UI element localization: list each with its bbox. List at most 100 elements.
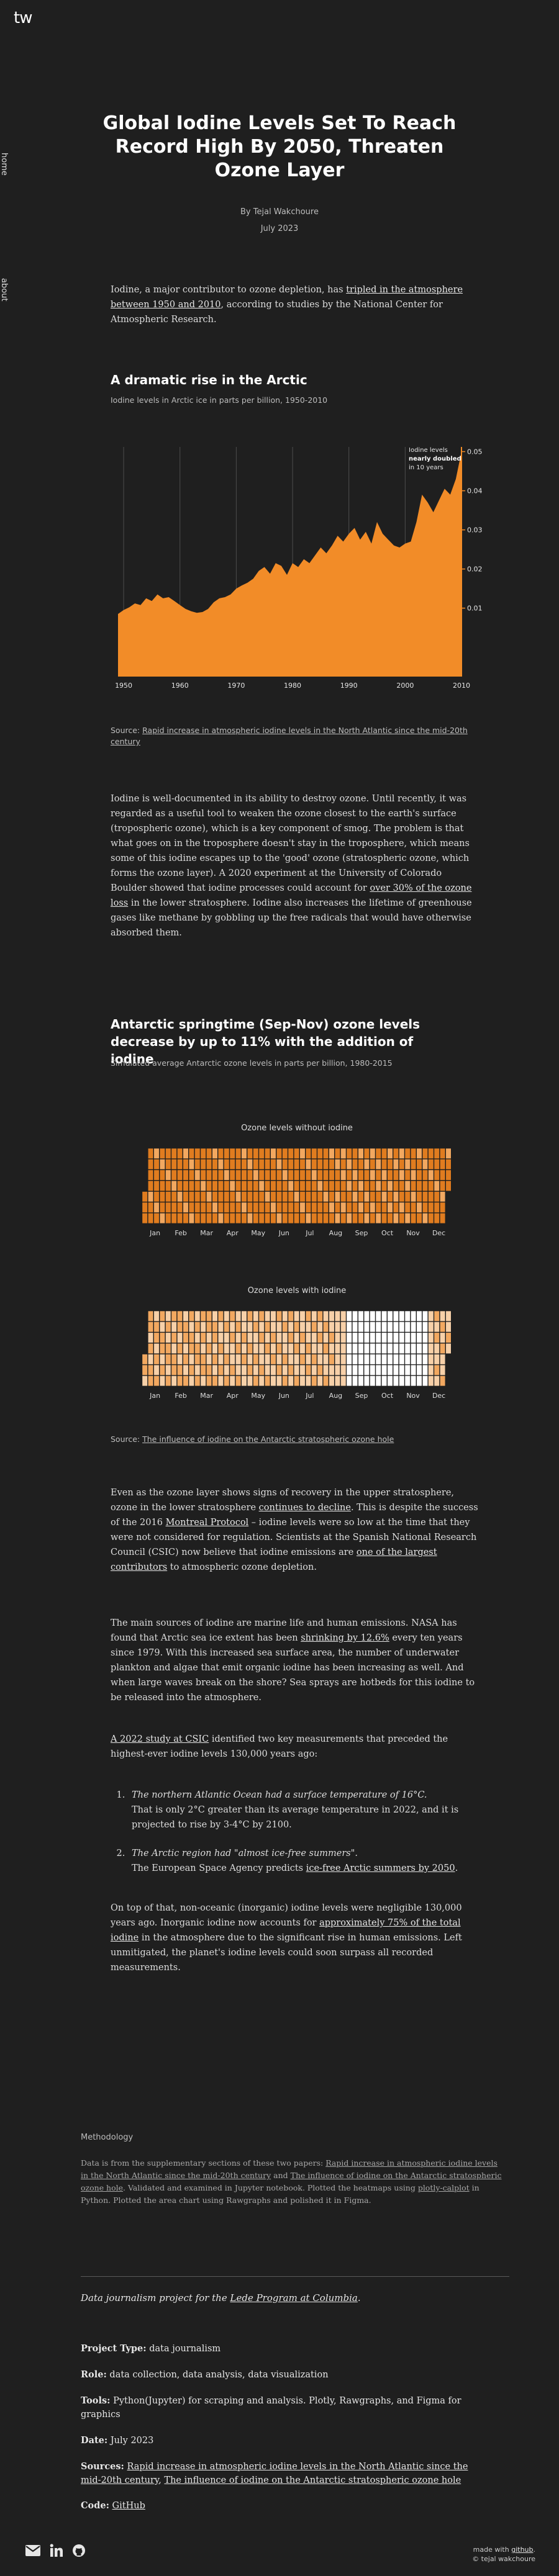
montreal-protocol-link[interactable]: Montreal Protocol (165, 1518, 249, 1528)
heatmap-cell (171, 1343, 177, 1354)
heatmap-cell (358, 1376, 364, 1387)
heatmap-cell (439, 1213, 446, 1224)
nav-home-link[interactable]: home (0, 153, 9, 176)
decline-link[interactable]: continues to decline (258, 1503, 351, 1513)
heatmap-cell (387, 1148, 393, 1159)
heatmap-cell (334, 1169, 341, 1181)
heatmap-cell (147, 1191, 154, 1202)
footer-social-icons (25, 2544, 86, 2557)
largest-contributors-link[interactable]: one of the largest contributors (111, 1547, 437, 1572)
heatmap-cell (329, 1180, 335, 1192)
nav-about-link[interactable]: about (0, 278, 9, 302)
heatmap-cell (370, 1213, 376, 1224)
inorganic-iodine-link[interactable]: approximately 75% of the total iodine (111, 1918, 461, 1943)
heatmap-cell (258, 1148, 265, 1159)
heatmap-cell (235, 1311, 242, 1322)
heatmap-cell (305, 1148, 312, 1159)
sea-ice-link[interactable]: shrinking by 12.6% (301, 1633, 389, 1643)
heatmap-cell (270, 1191, 276, 1202)
lede-program-link[interactable]: Lede Program at Columbia (230, 2292, 358, 2304)
heatmap-cell (194, 1159, 201, 1170)
chart-annotation-line2: nearly doubled (409, 456, 461, 462)
heatmap-cell (188, 1343, 194, 1354)
x-tick-label: 1980 (284, 682, 301, 690)
heatmap-cell (317, 1322, 323, 1333)
heatmap-cell (334, 1322, 341, 1333)
mail-icon[interactable] (25, 2544, 41, 2557)
author-byline: By Tejal Wakchoure (240, 207, 319, 217)
heatmap-cell (217, 1169, 224, 1181)
heatmap-cell (375, 1191, 381, 1202)
heatmap-cell (428, 1354, 434, 1365)
heatmap-cell (393, 1376, 399, 1387)
heatmap-cell (387, 1169, 393, 1181)
heatmap-cell (340, 1191, 347, 1202)
heatmap-cell (305, 1354, 312, 1365)
heatmap-cell (265, 1213, 271, 1224)
ozone-loss-link[interactable]: over 30% of the ozone loss (111, 883, 472, 908)
intro-link[interactable]: tripled in the atmosphere between 1950 a… (111, 285, 463, 310)
github-code-link[interactable]: GitHub (112, 2501, 145, 2511)
heatmap-cell (229, 1354, 235, 1365)
heatmap-cell (194, 1169, 201, 1181)
heatmap-cell (399, 1159, 405, 1170)
heatmap-cell (147, 1343, 154, 1354)
heatmap-cell (404, 1202, 411, 1213)
method-source1-link[interactable]: Rapid increase in atmospheric iodine lev… (81, 2158, 498, 2180)
heatmap-cell (265, 1332, 271, 1343)
plotly-calplot-link[interactable]: plotly-calplot (417, 2183, 470, 2192)
heatmap-cell (229, 1213, 235, 1224)
heatmap-cell (381, 1322, 388, 1333)
heatmap-cell (322, 1311, 329, 1322)
heatmap-cell (183, 1180, 189, 1192)
heatmap-cell (165, 1191, 171, 1202)
github-icon[interactable] (72, 2544, 86, 2557)
heatmap-cell (428, 1159, 434, 1170)
heatmap-cell (340, 1376, 347, 1387)
heatmap-cell (212, 1376, 218, 1387)
heatmap-cell (165, 1159, 171, 1170)
heatmap-cell (241, 1169, 247, 1181)
heatmap-cell (399, 1191, 405, 1202)
heatmap-cell (288, 1343, 294, 1354)
heatmap-cell (212, 1332, 218, 1343)
heatmap-cell (153, 1180, 160, 1192)
heatmap-cell (217, 1213, 224, 1224)
site-logo[interactable]: tw (14, 9, 32, 27)
heatmap-cell (334, 1311, 341, 1322)
linkedin-icon[interactable] (50, 2544, 63, 2557)
month-label: Oct (381, 1229, 394, 1237)
csic-study-link[interactable]: A 2022 study at CSIC (111, 1734, 209, 1744)
heatmap-cell (241, 1213, 247, 1224)
heatmap-cell (153, 1376, 160, 1387)
section2-source-link[interactable]: The influence of iodine on the Antarctic… (142, 1434, 394, 1444)
heatmap-cell (165, 1202, 171, 1213)
heatmap-cell (305, 1159, 312, 1170)
heatmap-cell (276, 1364, 283, 1376)
footer-github-link[interactable]: github (511, 2546, 534, 2554)
heatmap-cell (247, 1364, 253, 1376)
heatmap-cell (241, 1376, 247, 1387)
heatmap-cell (404, 1191, 411, 1202)
heatmap-cell (217, 1148, 224, 1159)
ice-free-summers-link[interactable]: ice-free Arctic summers by 2050 (306, 1863, 455, 1873)
heatmap-cell (206, 1169, 212, 1181)
project-source2-link[interactable]: The influence of iodine on the Antarctic… (164, 2475, 461, 2485)
heatmap-cell (358, 1322, 364, 1333)
heatmap-cell (153, 1322, 160, 1333)
heatmap-cell (183, 1202, 189, 1213)
heatmap-cell (217, 1202, 224, 1213)
heatmap-cell (142, 1354, 148, 1365)
section1-source-link[interactable]: Rapid increase in atmospheric iodine lev… (111, 726, 468, 746)
heatmap-cell (358, 1202, 364, 1213)
heatmap-cell (194, 1191, 201, 1202)
heatmap-cell (253, 1311, 259, 1322)
heatmap-cell (346, 1202, 352, 1213)
heatmap-cell (276, 1148, 283, 1159)
heatmap-cell (165, 1311, 171, 1322)
project-source1-link[interactable]: Rapid increase in atmospheric iodine lev… (81, 2462, 468, 2485)
heatmap-cell (282, 1202, 288, 1213)
heatmap-cell (165, 1343, 171, 1354)
method-source2-link[interactable]: The influence of iodine on the Antarctic… (81, 2171, 502, 2192)
heatmap-cell (165, 1354, 171, 1365)
